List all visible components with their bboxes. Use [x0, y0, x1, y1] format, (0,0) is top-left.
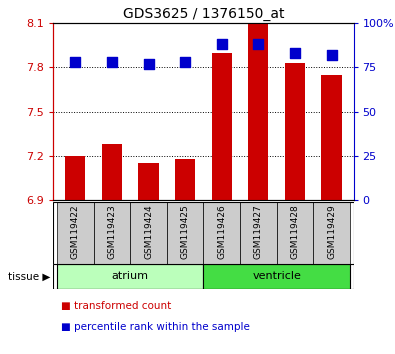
- Text: GSM119426: GSM119426: [217, 204, 226, 259]
- Title: GDS3625 / 1376150_at: GDS3625 / 1376150_at: [123, 7, 284, 21]
- Point: [72, 59, 79, 65]
- Bar: [57, 202, 94, 264]
- Text: GSM119424: GSM119424: [144, 204, 153, 259]
- Point: [328, 52, 335, 58]
- Bar: [248, 23, 269, 200]
- Text: GSM119427: GSM119427: [254, 204, 263, 259]
- Bar: [94, 202, 130, 264]
- Bar: [57, 264, 203, 289]
- Point: [292, 50, 298, 56]
- Text: GSM119425: GSM119425: [181, 204, 190, 259]
- Text: GSM119422: GSM119422: [71, 204, 80, 259]
- Bar: [138, 163, 158, 200]
- Bar: [285, 63, 305, 200]
- Bar: [167, 202, 203, 264]
- Text: GSM119429: GSM119429: [327, 204, 336, 259]
- Bar: [130, 202, 167, 264]
- Point: [218, 41, 225, 47]
- Bar: [212, 52, 232, 200]
- Bar: [65, 156, 85, 200]
- Point: [109, 59, 115, 65]
- Bar: [102, 144, 122, 200]
- Bar: [203, 264, 350, 289]
- Point: [182, 59, 188, 65]
- Text: ■ percentile rank within the sample: ■ percentile rank within the sample: [61, 322, 250, 332]
- Text: GSM119428: GSM119428: [290, 204, 299, 259]
- Bar: [313, 202, 350, 264]
- Bar: [322, 75, 342, 200]
- Text: ventricle: ventricle: [252, 272, 301, 281]
- Text: ■ transformed count: ■ transformed count: [61, 301, 171, 311]
- Text: tissue ▶: tissue ▶: [8, 272, 50, 281]
- Bar: [203, 202, 240, 264]
- Text: atrium: atrium: [112, 272, 149, 281]
- Bar: [240, 202, 276, 264]
- Point: [145, 61, 152, 67]
- Bar: [175, 159, 195, 200]
- Text: GSM119423: GSM119423: [107, 204, 117, 259]
- Bar: [276, 202, 313, 264]
- Point: [255, 41, 261, 47]
